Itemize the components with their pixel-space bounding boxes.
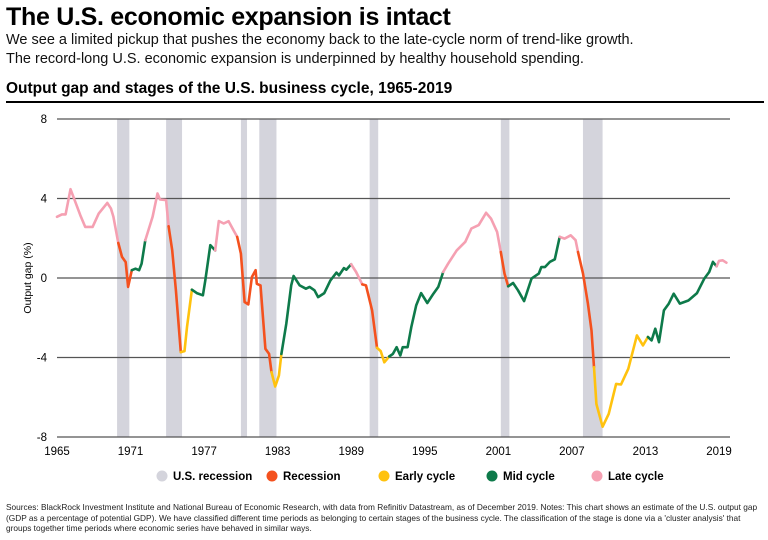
series-line-mid: [280, 262, 353, 356]
x-tick-label: 2001: [486, 446, 512, 458]
series-line-early: [179, 288, 194, 354]
series-line-mid: [506, 235, 562, 303]
x-tick-label: 1995: [412, 446, 438, 458]
series-line-recession: [235, 235, 273, 374]
series-line-recession: [576, 250, 596, 369]
legend-label-recession_band: U.S. recession: [173, 471, 252, 483]
legend-label-late: Late cycle: [608, 471, 664, 483]
y-tick-label: -4: [37, 353, 48, 365]
x-tick-label: 2019: [706, 446, 732, 458]
legend-marker-early: [378, 470, 390, 482]
series-line-late: [349, 262, 364, 286]
sources-note: Sources: BlackRock Investment Institute …: [6, 502, 758, 533]
x-tick-label: 1983: [265, 446, 291, 458]
legend-marker-mid: [486, 470, 498, 482]
legend-label-early: Early cycle: [395, 471, 455, 483]
series-line-recession: [167, 225, 183, 354]
legend-label-mid: Mid cycle: [503, 471, 555, 483]
legend-label-recession: Recession: [283, 471, 341, 483]
series-line-recession: [360, 283, 379, 350]
subtitle-line-2: The record-long U.S. economic expansion …: [6, 51, 584, 67]
x-tick-label: 1965: [44, 446, 70, 458]
x-tick-label: 1971: [118, 446, 144, 458]
x-tick-label: 2013: [633, 446, 659, 458]
legend-marker-late: [591, 470, 603, 482]
y-tick-label: 0: [41, 273, 47, 285]
series-line-late: [441, 211, 503, 274]
series-line-mid: [387, 270, 445, 358]
subtitle-line-1: We see a limited pickup that pushes the …: [6, 32, 634, 48]
series-line-mid: [130, 238, 147, 272]
series-line-recession: [117, 241, 134, 289]
series-line-late: [144, 192, 170, 242]
x-tick-label: 1989: [338, 446, 364, 458]
legend-marker-recession_band: [156, 470, 168, 482]
series-line-late: [558, 234, 580, 254]
series-line-mid: [646, 260, 718, 344]
output-gap-chart: 8 4 0 -4 -8 1965 1971 1977 1983 1989 1995 2001 2007 2…: [22, 114, 732, 483]
y-tick-label: -8: [37, 432, 47, 444]
chart-title: Output gap and stages of the U.S. busine…: [6, 80, 453, 97]
y-tick-label: 8: [41, 114, 47, 126]
series-line-mid: [190, 243, 217, 297]
page-title: The U.S. economic expansion is intact: [6, 3, 451, 31]
y-tick-label: 4: [41, 194, 48, 206]
title-divider: [6, 101, 764, 103]
x-tick-label: 2007: [559, 446, 585, 458]
series-line-late: [213, 219, 239, 252]
y-axis-label: Output gap (%): [22, 242, 34, 313]
legend-marker-recession: [266, 470, 278, 482]
series-line-recession: [499, 250, 510, 288]
series-line-late: [715, 258, 728, 268]
series-line-late: [55, 187, 120, 245]
series-line-early: [375, 346, 391, 364]
x-tick-label: 1977: [191, 446, 217, 458]
series-line-early: [270, 352, 283, 388]
series-line-early: [592, 334, 650, 429]
